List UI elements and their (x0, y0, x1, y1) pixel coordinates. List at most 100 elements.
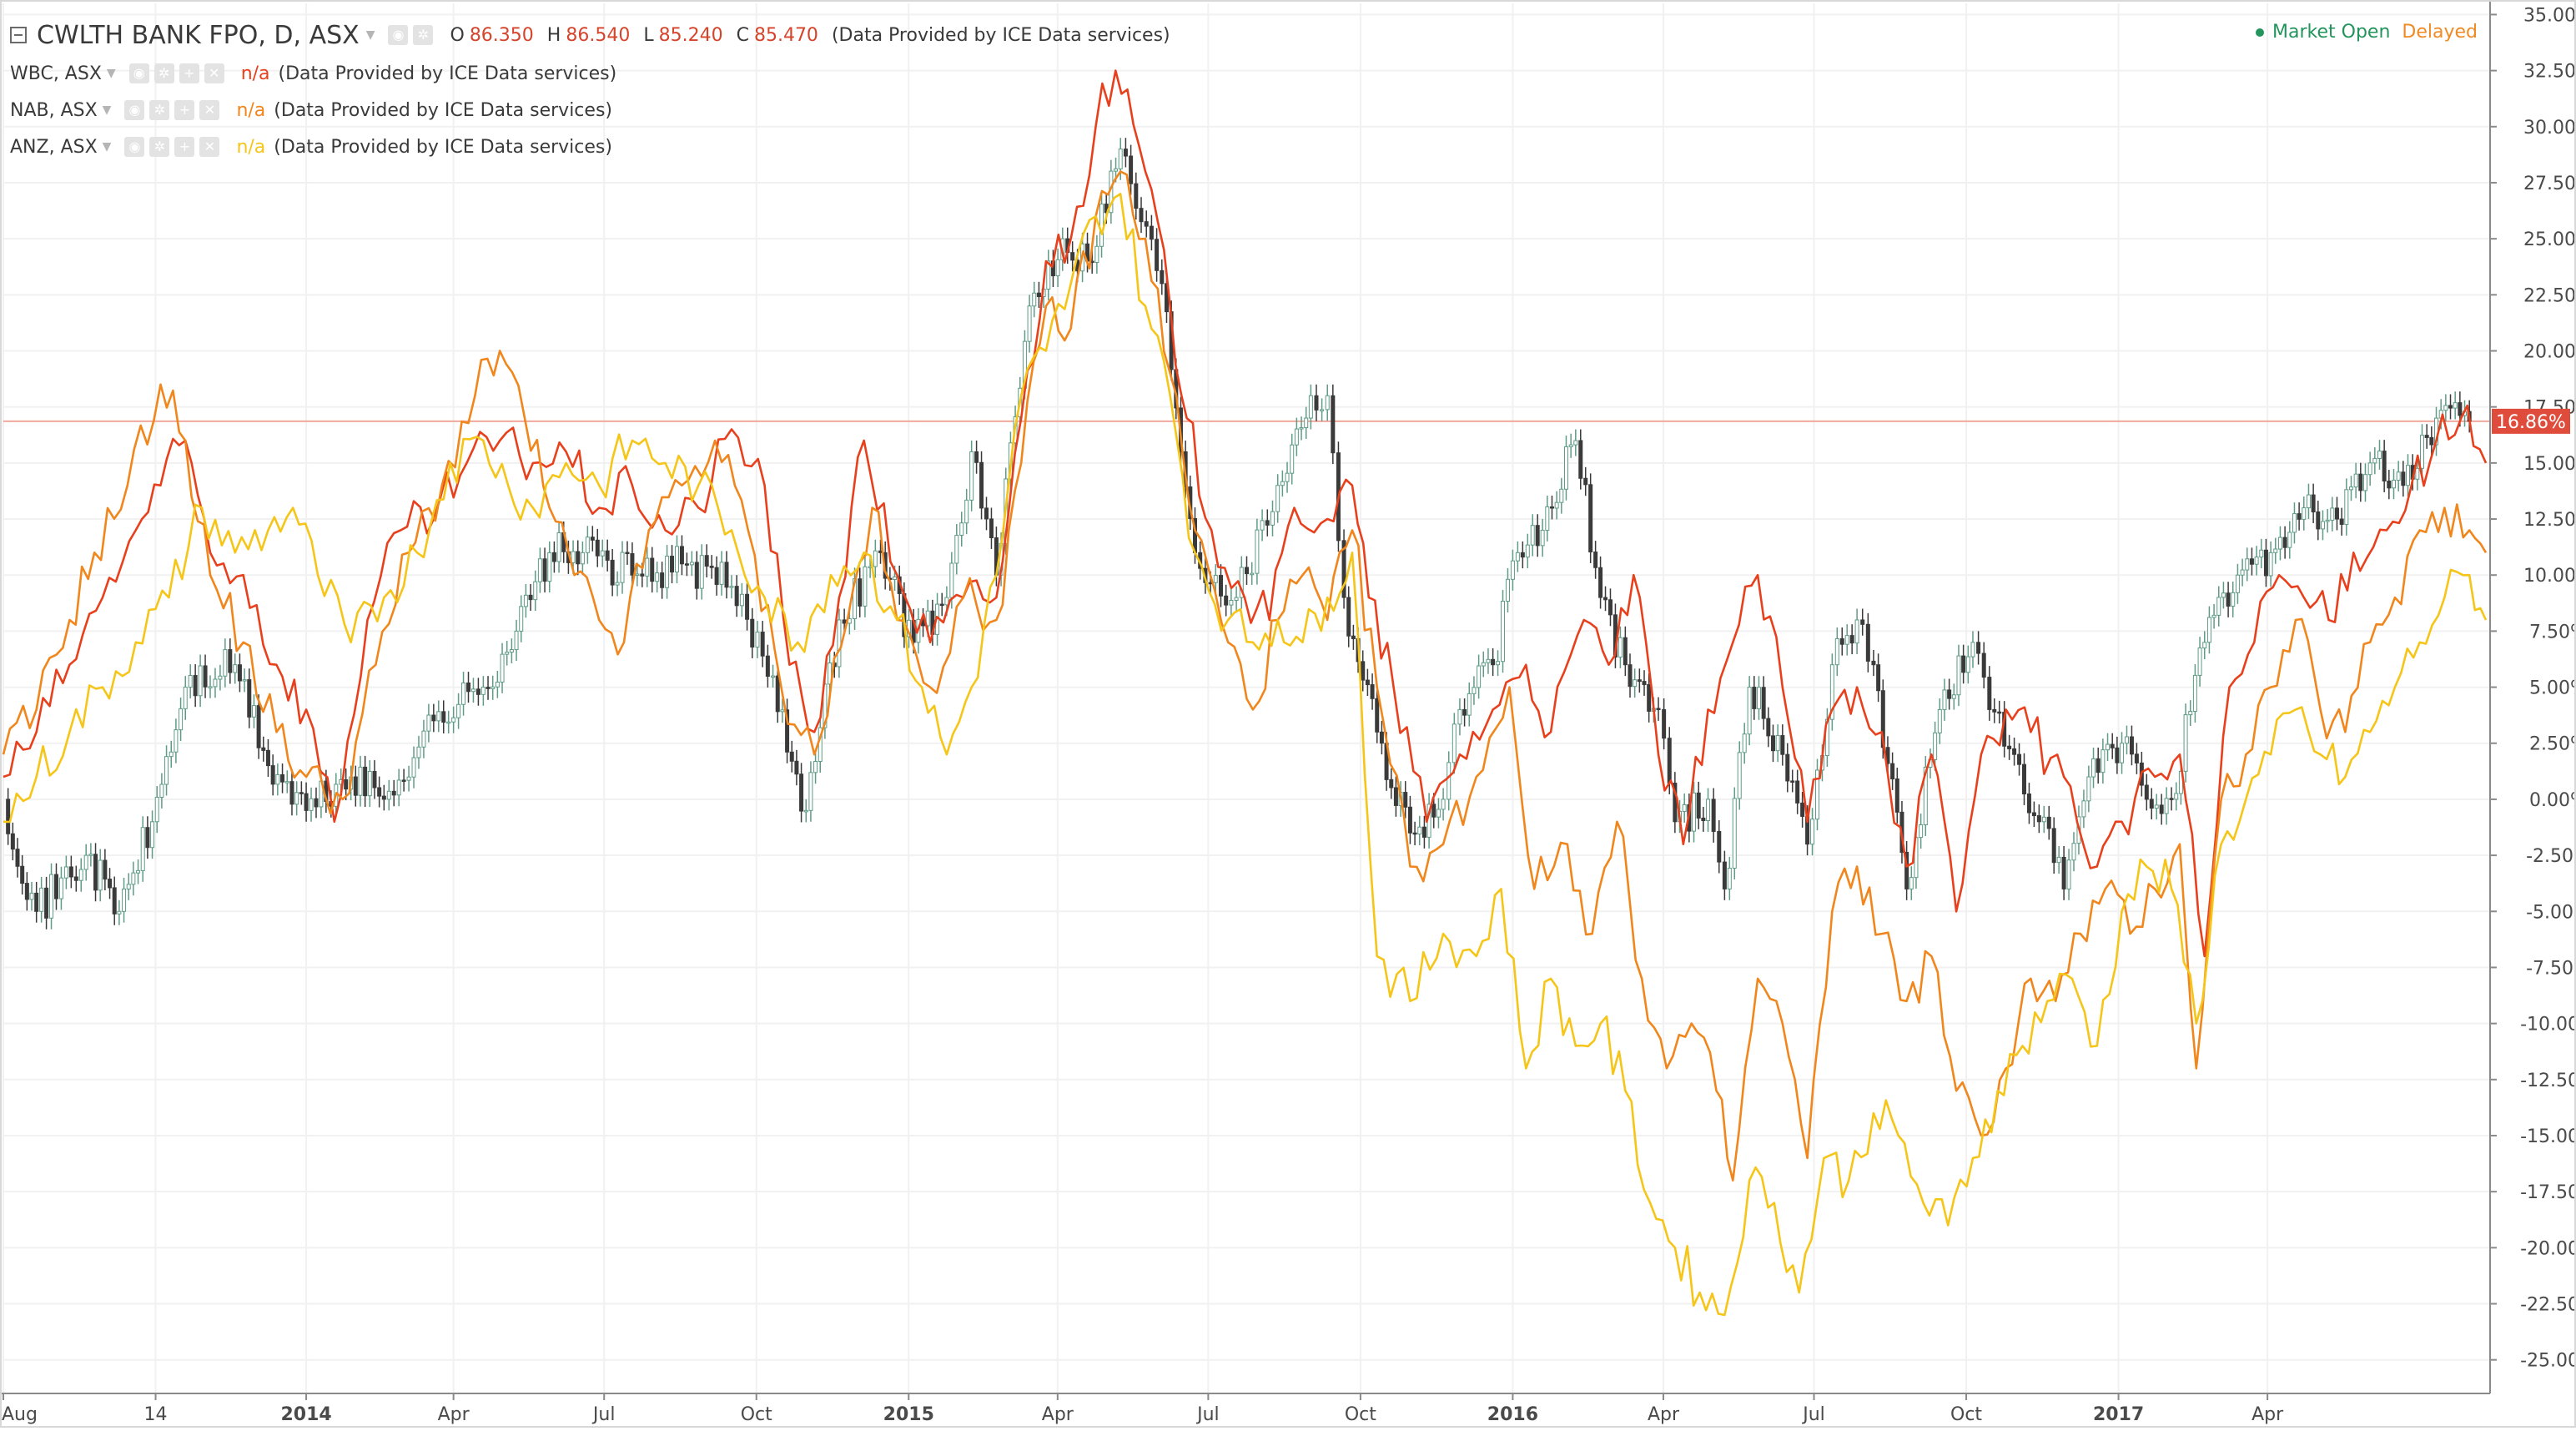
candle-body (1477, 665, 1482, 688)
candle-body (63, 866, 68, 879)
candle-body (218, 675, 223, 680)
y-tick-label: 7.50% (2529, 622, 2576, 642)
candle-body (1491, 658, 1496, 666)
candle-body (1554, 501, 1559, 509)
candle-body (284, 781, 289, 784)
candle-body (1421, 826, 1426, 838)
candle-body (2211, 614, 2216, 618)
candle-body (10, 833, 15, 850)
compare-provider-note: (Data Provided by ICE Data services) (278, 63, 617, 84)
candle-body (1961, 655, 1966, 673)
candle-body (1800, 802, 1805, 817)
candle-body (1814, 769, 1819, 820)
candle-body (112, 887, 117, 915)
candle-body (242, 679, 247, 682)
candle-body (605, 550, 610, 561)
candle-body (1795, 780, 1800, 804)
plus-icon[interactable]: + (174, 100, 195, 120)
caret-down-icon[interactable]: ▼ (102, 140, 112, 154)
gear-icon[interactable]: ✲ (153, 63, 174, 83)
candle-body (1510, 560, 1515, 580)
compare-symbol[interactable]: NAB, ASX (10, 99, 98, 121)
x-tick-label: Apr (1042, 1404, 1074, 1425)
candle-body (739, 593, 744, 607)
close-icon[interactable]: ✕ (204, 63, 224, 83)
candle-body (1706, 799, 1711, 821)
y-tick-label: 22.50% (2523, 285, 2576, 306)
compare-row-anz: ANZ, ASX ▼ ◉ ✲ + ✕ n/a (Data Provided by… (10, 128, 1170, 165)
eye-icon[interactable]: ◉ (124, 137, 145, 157)
caret-down-icon[interactable]: ▼ (365, 28, 375, 42)
candle-body (34, 892, 39, 912)
caret-down-icon[interactable]: ▼ (102, 103, 112, 117)
close-icon[interactable]: ✕ (199, 137, 220, 157)
candle-body (2081, 800, 2086, 818)
candle-body (480, 687, 486, 695)
candle-body (771, 675, 776, 678)
candle-body (299, 792, 304, 794)
plus-icon[interactable]: + (174, 137, 195, 157)
gear-icon[interactable]: ✲ (413, 25, 434, 45)
candle-body (1647, 683, 1652, 712)
caret-down-icon[interactable]: ▼ (106, 67, 116, 80)
candle-body (2154, 804, 2159, 809)
candle-body (2046, 816, 2051, 829)
candle-body (2387, 481, 2392, 489)
candle-body (1785, 753, 1790, 782)
candle-body (551, 552, 556, 562)
candle-body (571, 551, 576, 563)
candle-body (1462, 708, 1467, 716)
candle-body (842, 619, 847, 624)
candle-body (73, 876, 78, 881)
eye-icon[interactable]: ◉ (388, 25, 409, 45)
candle-body (989, 518, 994, 538)
candle-body (1351, 635, 1356, 639)
candle-body (15, 849, 20, 867)
compare-symbol[interactable]: ANZ, ASX (10, 136, 98, 158)
candle-body (2129, 736, 2134, 755)
eye-icon[interactable]: ◉ (124, 100, 145, 120)
candle-body (2007, 745, 2012, 749)
candle-body (1909, 877, 1914, 889)
candle-body (1441, 799, 1446, 810)
eye-icon[interactable]: ◉ (128, 63, 149, 83)
candle-body (775, 675, 780, 713)
candle-body (2362, 474, 2367, 491)
candle-body (2061, 856, 2066, 889)
candle-body (979, 461, 984, 509)
candle-body (188, 675, 193, 688)
candle-body (694, 562, 699, 589)
candle-body (1919, 824, 1924, 839)
candle-body (2226, 592, 2231, 607)
candle-body (58, 877, 63, 899)
candle-body (1213, 575, 1218, 583)
candle-body (2231, 592, 2236, 607)
candle-body (2056, 856, 2061, 864)
candle-body (140, 827, 145, 871)
ohlc-close-label: C (736, 24, 749, 46)
candle-body (1970, 642, 1975, 658)
ohlc-high-label: H (546, 24, 561, 46)
y-tick-label: 5.00% (2529, 678, 2576, 699)
compare-symbol[interactable]: WBC, ASX (10, 63, 102, 84)
x-tick-label: Apr (1648, 1404, 1680, 1425)
candle-body (580, 552, 585, 565)
candle-body (537, 558, 542, 582)
candle-body (893, 576, 898, 580)
plus-icon[interactable]: + (179, 63, 199, 83)
candle-body (1628, 664, 1633, 688)
price-label-text: 16.86% (2496, 412, 2566, 433)
collapse-legend-icon[interactable] (10, 27, 27, 43)
candle-body (1346, 597, 1351, 637)
close-icon[interactable]: ✕ (199, 100, 220, 120)
gear-icon[interactable]: ✲ (149, 100, 170, 120)
candle-body (275, 773, 280, 785)
candle-body (401, 779, 406, 782)
candle-body (1849, 635, 1854, 644)
main-symbol-title[interactable]: CWLTH BANK FPO, D, ASX (37, 20, 360, 50)
gear-icon[interactable]: ✲ (149, 137, 170, 157)
ohlc-low-value: 85.240 (658, 24, 723, 46)
candle-body (1123, 149, 1128, 157)
